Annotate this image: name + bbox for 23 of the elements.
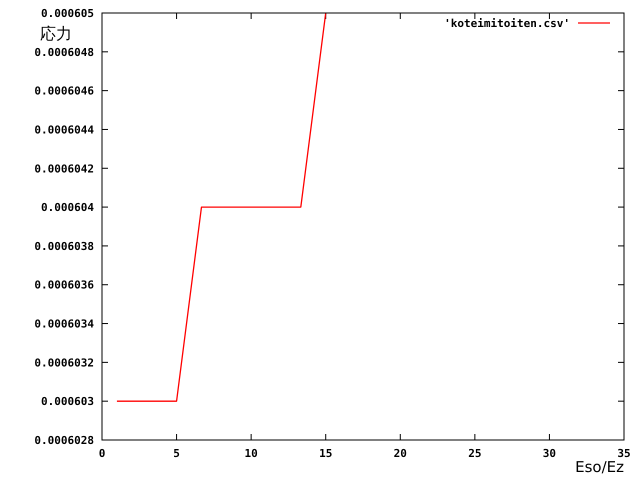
y-tick-label: 0.000603 [41,395,94,408]
y-tick-label: 0.0006042 [34,162,94,176]
y-tick-label: 0.0006038 [34,240,94,253]
x-tick-label: 35 [617,447,631,460]
x-tick-label: 30 [542,447,556,460]
y-tick-label: 0.0006048 [34,46,94,59]
y-tick-label: 0.000605 [41,7,94,20]
y-tick-label: 0.0006044 [34,123,94,136]
y-tick-label: 0.0006034 [34,318,94,331]
y-tick-label: 0.0006032 [34,356,94,370]
y-axis-title: 応力 [40,24,72,43]
y-tick-label: 0.0006028 [34,434,94,447]
x-tick-label: 15 [319,447,332,460]
x-tick-label: 0 [98,447,106,460]
x-axis-title: Eso/Ez [575,458,624,476]
legend-label: 'koteimitoiten.csv' [444,17,570,30]
x-tick-label: 5 [173,447,180,460]
x-tick-label: 10 [244,447,258,460]
y-tick-label: 0.0006036 [34,278,94,292]
x-tick-label: 25 [468,447,482,460]
y-tick-label: 0.000604 [41,201,94,214]
x-tick-label: 20 [394,447,407,460]
y-tick-label: 0.0006046 [34,84,94,98]
